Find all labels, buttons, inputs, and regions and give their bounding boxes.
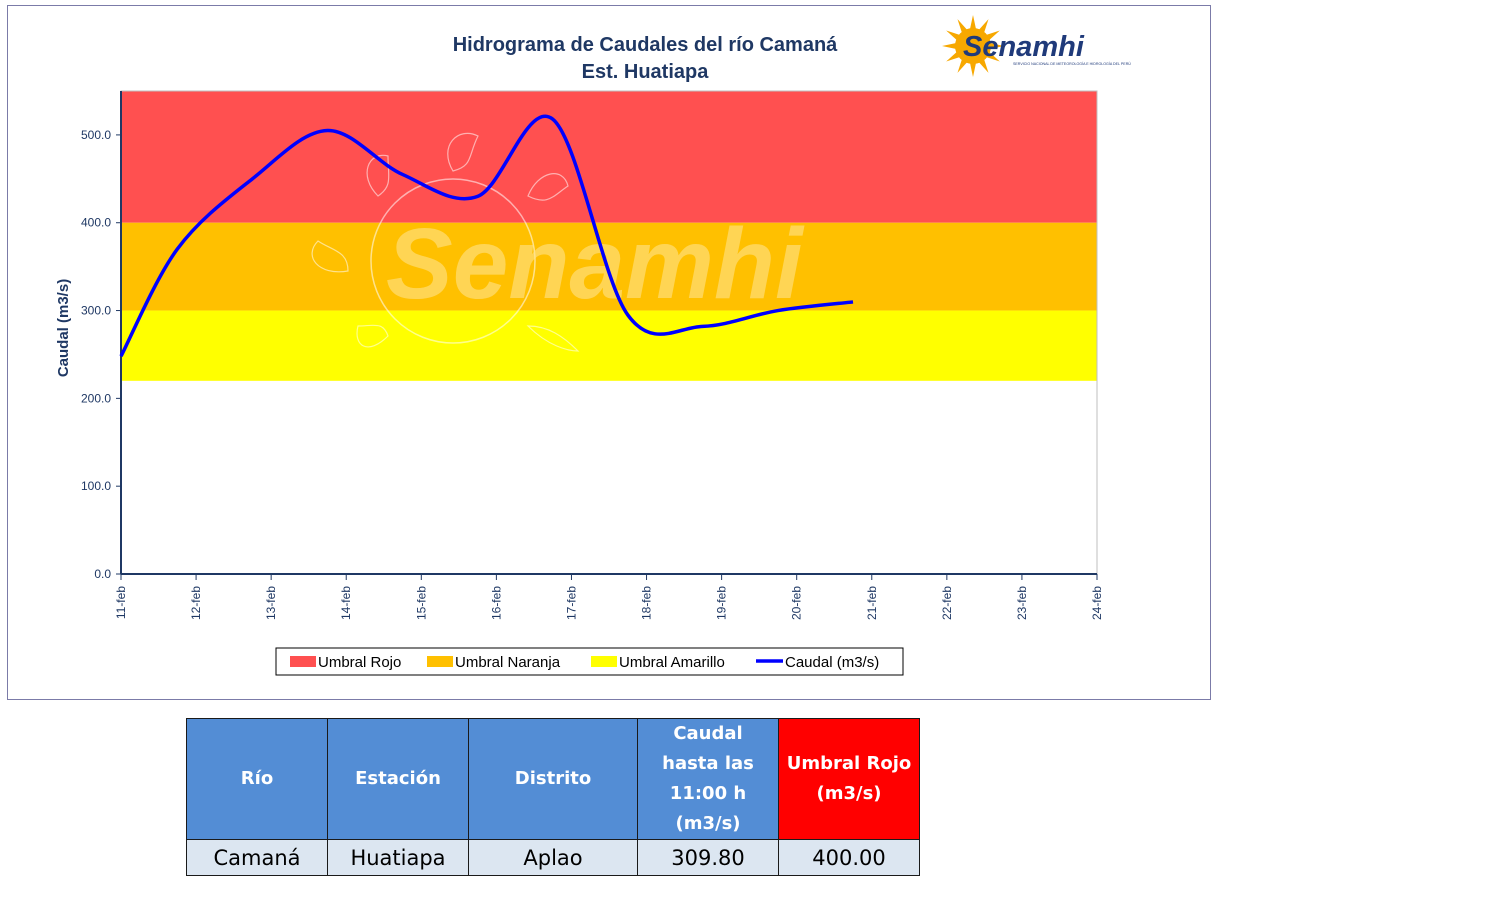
sun-ray: [946, 51, 961, 62]
band-umbral-rojo: [121, 91, 1097, 223]
sun-ray: [978, 19, 989, 34]
sun-ray: [946, 30, 961, 41]
chart-frame: Senamhi 0.0 100.0 200.0 300.0 400.0 500.0 11-f…: [7, 5, 1211, 700]
header-umbral-rojo: Umbral Rojo (m3/s): [778, 718, 920, 840]
x-tick-label: 12-feb: [189, 586, 203, 620]
sun-ray: [989, 42, 1004, 50]
sun-ray: [985, 51, 1000, 62]
x-tick-label: 23-feb: [1015, 586, 1029, 620]
sun-ray: [957, 19, 968, 34]
cell-umbral-rojo: 400.00: [778, 839, 920, 876]
legend-label-caudal: Caudal (m3/s): [785, 654, 879, 671]
y-tick-label: 500.0: [81, 128, 111, 142]
y-tick-label: 400.0: [81, 216, 111, 230]
senamhi-logo: Senamhi SERVICIO NACIONAL DE METEOROLOGÍ…: [942, 15, 1131, 77]
sun-ray: [942, 42, 957, 50]
sun-ray: [969, 15, 977, 30]
hydrograph-chart: Senamhi 0.0 100.0 200.0 300.0 400.0 500.0 11-f…: [55, 15, 1131, 676]
x-tick-label: 20-feb: [790, 586, 804, 620]
y-axis-label: Caudal (m3/s): [55, 279, 72, 377]
legend-label-naranja: Umbral Naranja: [455, 654, 561, 671]
x-tick-label: 17-feb: [564, 586, 578, 620]
table-header-row: Río Estación Distrito Caudal hasta las 1…: [186, 718, 920, 840]
table-row: Camaná Huatiapa Aplao 309.80 400.00: [186, 839, 920, 876]
x-tick-label: 19-feb: [715, 586, 729, 620]
x-tick-label: 13-feb: [264, 586, 278, 620]
y-tick-label: 300.0: [81, 304, 111, 318]
caudal-series-line: [119, 114, 854, 358]
x-tick-label: 24-feb: [1090, 586, 1104, 620]
x-tick-label: 21-feb: [865, 586, 879, 620]
x-tick-label: 16-feb: [489, 586, 503, 620]
x-tick-label: 22-feb: [940, 586, 954, 620]
header-distrito: Distrito: [468, 718, 638, 840]
chart-subtitle: Est. Huatiapa: [582, 61, 710, 83]
x-tick-label: 18-feb: [640, 586, 654, 620]
station-info-table: Río Estación Distrito Caudal hasta las 1…: [186, 718, 920, 876]
legend-swatch-rojo: [290, 656, 316, 667]
sun-ray: [978, 58, 989, 73]
header-caudal: Caudal hasta las 11:00 h (m3/s): [637, 718, 779, 840]
cell-caudal: 309.80: [637, 839, 779, 876]
legend-label-amarillo: Umbral Amarillo: [619, 654, 725, 671]
sun-ray: [969, 62, 977, 77]
logo-text: Senamhi: [963, 31, 1085, 63]
cell-rio: Camaná: [186, 839, 328, 876]
band-umbral-naranja: [121, 222, 1097, 311]
x-tick-label: 14-feb: [339, 586, 353, 620]
logo-subtext: SERVICIO NACIONAL DE METEOROLOGÍA E HIDR…: [1013, 61, 1131, 66]
sun-icon: [942, 15, 1004, 77]
header-rio: Río: [186, 718, 328, 840]
header-estacion: Estación: [327, 718, 469, 840]
legend-swatch-naranja: [427, 656, 453, 667]
y-tick-label: 100.0: [81, 479, 111, 493]
legend-swatch-amarillo: [591, 656, 617, 667]
cell-estacion: Huatiapa: [327, 839, 469, 876]
band-umbral-amarillo: [121, 310, 1097, 381]
chart-title: Hidrograma de Caudales del río Camaná: [453, 34, 838, 56]
legend-label-rojo: Umbral Rojo: [318, 654, 401, 671]
y-tick-label: 0.0: [94, 567, 111, 581]
y-tick-label: 200.0: [81, 391, 111, 405]
x-tick-label: 11-feb: [114, 586, 128, 619]
x-tick-label: 15-feb: [414, 586, 428, 620]
sun-ray: [985, 30, 1000, 41]
cell-distrito: Aplao: [468, 839, 638, 876]
sun-ray: [957, 58, 968, 73]
chart-legend: Umbral Rojo Umbral Naranja Umbral Amaril…: [275, 647, 904, 676]
